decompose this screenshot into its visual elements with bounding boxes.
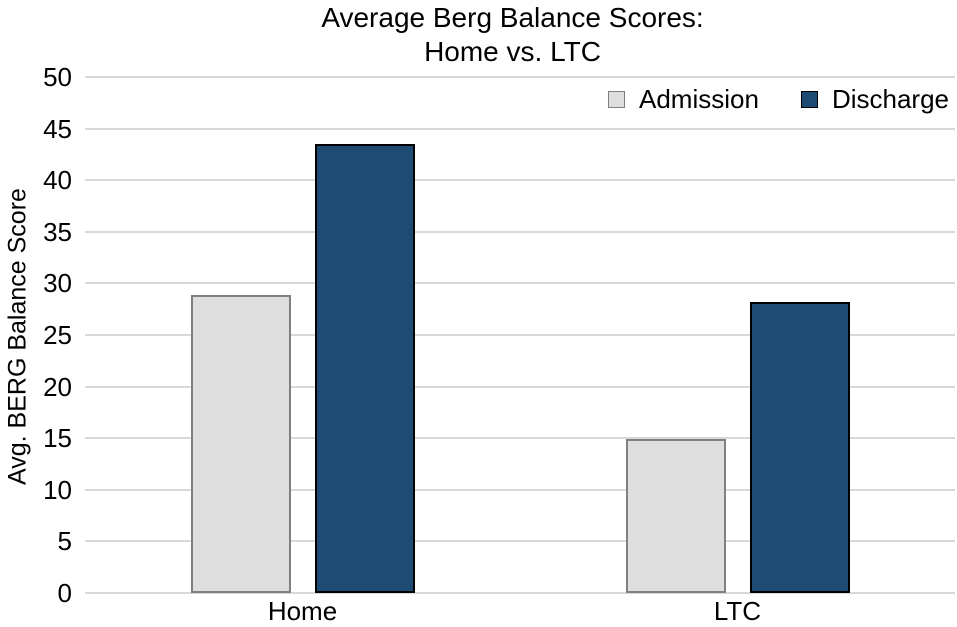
gridline: [85, 489, 955, 491]
bar-ltc-discharge: [750, 302, 850, 593]
chart-title-line1: Average Berg Balance Scores:: [321, 2, 704, 33]
y-tick-label: 0: [57, 578, 72, 608]
bar-home-admission: [191, 295, 291, 593]
gridline: [85, 334, 955, 336]
y-tick-label: 35: [43, 217, 72, 247]
gridline: [85, 282, 955, 284]
gridline: [85, 76, 955, 78]
y-tick-label: 25: [43, 320, 72, 350]
legend-item-discharge: Discharge: [800, 84, 949, 114]
legend-label: Discharge: [831, 84, 949, 114]
y-tick-label: 20: [43, 372, 72, 402]
y-tick-label: 30: [43, 268, 72, 298]
bar-home-discharge: [315, 144, 415, 593]
x-axis-category-labels: Home LTC: [85, 597, 955, 627]
y-tick-label: 50: [43, 62, 72, 92]
legend-item-admission: Admission: [608, 84, 759, 114]
gridline: [85, 179, 955, 181]
y-tick-label: 40: [43, 165, 72, 195]
gridline: [85, 128, 955, 130]
x-axis-line: [85, 592, 955, 594]
gridline: [85, 540, 955, 542]
chart-title: Average Berg Balance Scores: Home vs. LT…: [85, 1, 940, 69]
y-tick-label: 45: [43, 114, 72, 144]
bar-ltc-admission: [626, 439, 726, 593]
y-tick-label: 15: [43, 423, 72, 453]
legend: Admission Discharge: [608, 84, 949, 114]
x-category-label-home: Home: [267, 596, 338, 626]
y-axis-tick-labels: 0 5 10 15 20 25 30 35 40 45 50: [0, 62, 72, 608]
y-tick-label: 10: [43, 475, 72, 505]
gridline: [85, 231, 955, 233]
chart-title-line2: Home vs. LTC: [424, 36, 601, 67]
plot-area: [85, 76, 955, 594]
legend-label: Admission: [639, 84, 759, 114]
legend-swatch-admission: [608, 90, 625, 108]
gridline: [85, 386, 955, 388]
y-tick-label: 5: [57, 526, 72, 556]
legend-swatch-discharge: [800, 90, 818, 108]
x-category-label-ltc: LTC: [713, 596, 762, 626]
gridline: [85, 437, 955, 439]
